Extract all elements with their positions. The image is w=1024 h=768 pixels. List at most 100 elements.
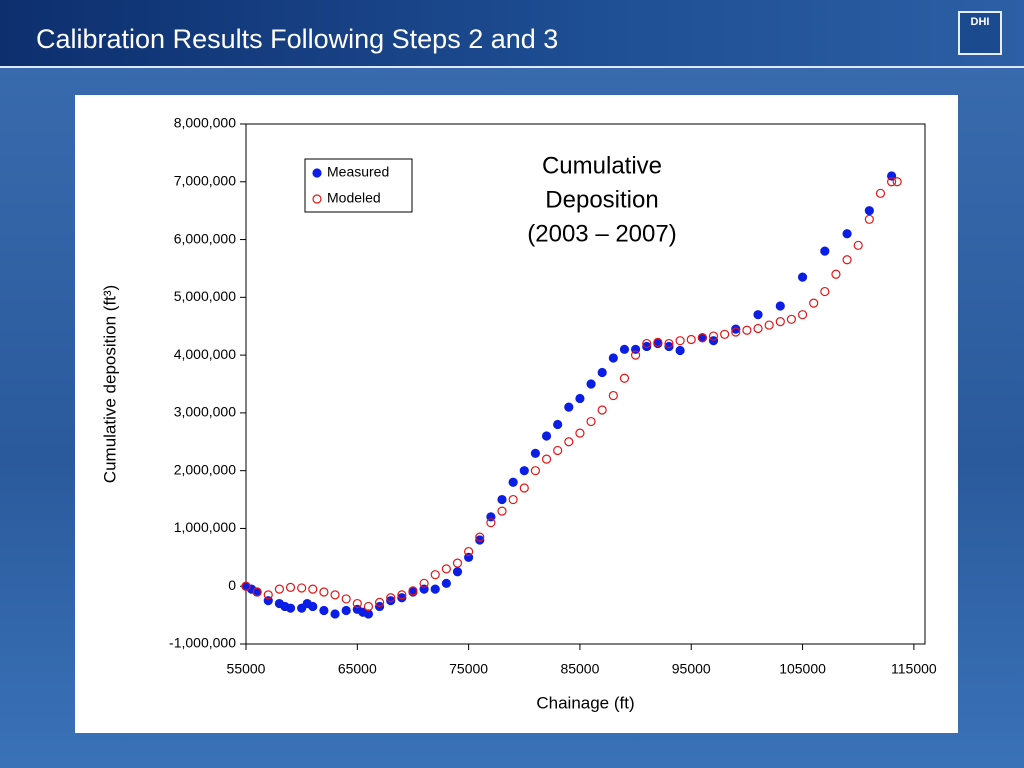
- x-axis-label: Chainage (ft): [536, 693, 634, 712]
- point: [497, 494, 507, 505]
- point: [241, 581, 251, 591]
- point: [875, 188, 886, 198]
- point: [575, 428, 585, 438]
- point: [708, 331, 719, 341]
- point: [764, 320, 774, 330]
- point: [864, 206, 874, 216]
- point: [308, 584, 318, 594]
- x-tick-label: 95000: [672, 661, 711, 677]
- point: [285, 603, 296, 613]
- point: [575, 393, 585, 404]
- point: [352, 598, 362, 609]
- point: [720, 329, 730, 339]
- point: [363, 609, 374, 619]
- point: [486, 518, 496, 528]
- point: [642, 341, 652, 352]
- chart-panel: [75, 95, 958, 733]
- y-axis-label: Cumulative deposition (ft³): [100, 285, 119, 483]
- point: [341, 594, 351, 604]
- point: [285, 582, 296, 592]
- point: [530, 448, 541, 458]
- x-tick-label: 115000: [891, 661, 937, 677]
- point: [430, 584, 440, 594]
- point: [386, 596, 396, 606]
- point: [797, 310, 808, 320]
- legend-marker: [312, 168, 322, 178]
- legend-box: [304, 158, 413, 213]
- point: [775, 317, 785, 327]
- y-tick-label: 3,000,000: [174, 404, 236, 420]
- point: [397, 590, 407, 600]
- point: [820, 246, 830, 256]
- point: [786, 314, 797, 324]
- point: [630, 350, 641, 360]
- logo: DHI: [958, 11, 1002, 55]
- slide-title: Calibration Results Following Steps 2 an…: [36, 24, 559, 54]
- point: [753, 310, 763, 320]
- point: [475, 535, 485, 545]
- y-tick-label: 8,000,000: [174, 115, 236, 131]
- point: [553, 445, 563, 456]
- chart: -1,000,000 0 1,000,000 2,000,000 3,000,000 4,…: [75, 95, 958, 733]
- x-tick-label: 75000: [449, 661, 488, 677]
- point: [619, 344, 630, 354]
- point: [697, 333, 707, 343]
- y-tick-label: 2,000,000: [174, 461, 236, 477]
- annotation: Cumulative: [542, 152, 662, 179]
- point: [430, 570, 440, 580]
- point: [686, 334, 696, 345]
- y-tick-label: 0: [228, 577, 236, 593]
- point: [519, 466, 529, 476]
- point: [797, 272, 808, 282]
- x-tick-label: 65000: [338, 661, 377, 677]
- point: [530, 466, 541, 476]
- point: [319, 587, 329, 597]
- y-tick-label: 1,000,000: [174, 519, 236, 535]
- x-tick-label: 105000: [779, 661, 826, 677]
- point: [341, 605, 351, 616]
- point: [564, 437, 574, 447]
- point: [408, 586, 418, 596]
- point: [274, 584, 284, 594]
- point: [642, 338, 652, 349]
- y-tick-label: 5,000,000: [174, 288, 236, 304]
- legend-label: Measured: [327, 164, 389, 180]
- point: [541, 431, 552, 441]
- x-tick-label: 85000: [560, 661, 599, 677]
- point: [330, 609, 340, 619]
- point: [864, 214, 874, 224]
- point: [297, 583, 307, 593]
- point: [441, 578, 451, 588]
- point: [452, 558, 463, 568]
- point: [775, 301, 785, 311]
- point: [464, 546, 474, 557]
- point: [263, 590, 273, 600]
- x-tick-label: 55000: [227, 661, 266, 677]
- point: [519, 483, 529, 493]
- point: [653, 337, 663, 347]
- point: [831, 269, 841, 279]
- point: [842, 229, 852, 239]
- point: [419, 578, 429, 588]
- point: [452, 567, 463, 577]
- point: [374, 597, 385, 607]
- point: [319, 605, 329, 616]
- legend-marker: [312, 194, 322, 204]
- y-tick-label: -1,000,000: [169, 635, 236, 651]
- point: [597, 405, 607, 415]
- point: [619, 373, 630, 383]
- point: [809, 298, 819, 308]
- point: [586, 416, 596, 427]
- point: [742, 325, 752, 335]
- point: [608, 353, 618, 363]
- y-tick-label: 4,000,000: [174, 346, 236, 362]
- annotation: Deposition: [545, 186, 658, 213]
- point: [564, 402, 574, 412]
- point: [586, 379, 596, 389]
- point: [553, 419, 563, 430]
- legend-label: Modeled: [327, 190, 381, 206]
- point: [675, 336, 685, 346]
- point: [597, 367, 607, 378]
- point: [892, 177, 902, 187]
